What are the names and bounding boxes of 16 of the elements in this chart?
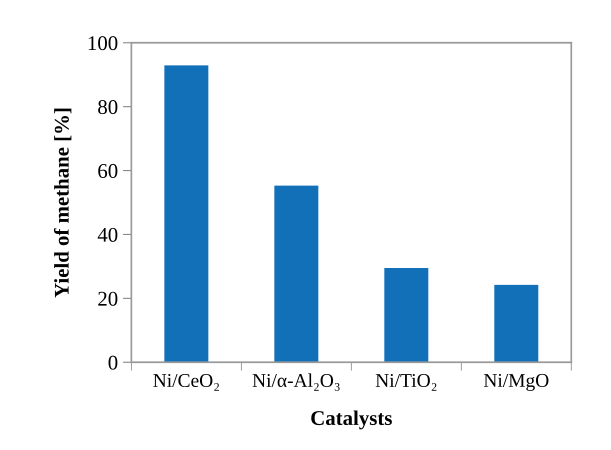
x-axis-title: Catalysts bbox=[311, 410, 392, 430]
y-tick-label: 0 bbox=[108, 356, 118, 370]
x-tick-label: Ni/α-Al₂O₃ bbox=[252, 373, 340, 391]
bar bbox=[274, 186, 318, 362]
y-tick-label: 100 bbox=[88, 36, 118, 50]
x-tick-label: Ni/TiO₂ bbox=[376, 374, 436, 391]
y-tick-label: 60 bbox=[98, 164, 118, 178]
bar bbox=[494, 284, 538, 362]
bar bbox=[384, 268, 428, 362]
bar bbox=[164, 65, 208, 362]
y-tick-label: 40 bbox=[98, 228, 118, 242]
x-tick-label: Ni/MgO bbox=[484, 374, 548, 391]
x-tick-label: Ni/CeO₂ bbox=[153, 374, 219, 391]
y-axis-title: Yield of methane [%] bbox=[54, 108, 72, 298]
y-tick-label: 80 bbox=[98, 100, 118, 114]
y-tick-label: 20 bbox=[98, 292, 118, 306]
